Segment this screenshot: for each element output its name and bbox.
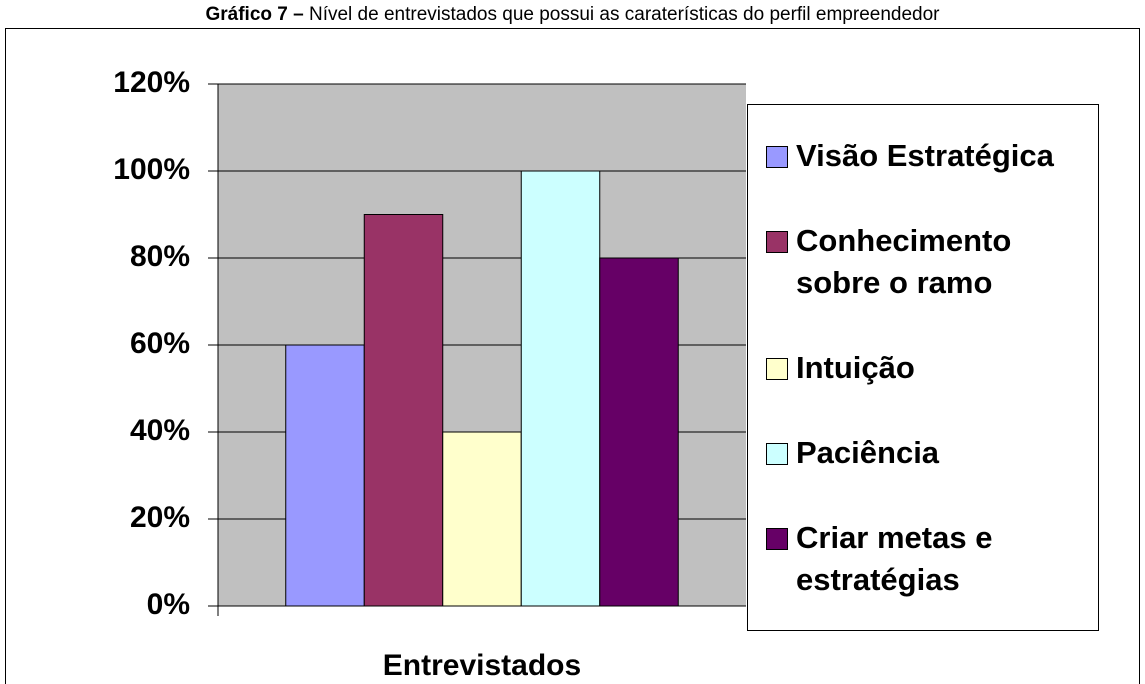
bar xyxy=(520,170,601,607)
y-tick-label: 120% xyxy=(113,66,190,99)
y-tick-label: 20% xyxy=(130,501,190,534)
legend-swatch xyxy=(766,442,788,465)
legend: Visão Estratégica Conhecimento sobre o ra… xyxy=(747,104,1099,631)
legend-swatch xyxy=(766,357,788,380)
y-tick-label: 40% xyxy=(130,414,190,447)
legend-label: Conhecimento sobre o ramo xyxy=(796,222,1012,300)
y-tick-label: 100% xyxy=(113,153,190,186)
legend-label: Paciência xyxy=(796,434,940,470)
legend-swatch xyxy=(766,145,788,168)
bar xyxy=(599,257,679,607)
figure-label: Gráfico 7 – xyxy=(205,4,304,25)
legend-item: Paciência xyxy=(766,432,1088,474)
legend-item: Criar metas e estratégias xyxy=(766,517,1088,601)
y-tick-label: 80% xyxy=(130,240,190,273)
legend-label: Intuição xyxy=(796,349,915,385)
bar xyxy=(442,431,522,607)
legend-label: Criar metas e estratégias xyxy=(796,519,993,597)
bar xyxy=(285,344,365,607)
y-tick-label: 0% xyxy=(147,588,190,621)
legend-swatch xyxy=(766,527,788,550)
y-tick-label: 60% xyxy=(130,327,190,360)
legend-item: Visão Estratégica xyxy=(766,135,1088,177)
chart-title: Gráfico 7 – Nível de entrevistados que p… xyxy=(0,4,1145,26)
legend-item: Conhecimento sobre o ramo xyxy=(766,220,1088,304)
legend-item: Intuição xyxy=(766,347,1088,389)
x-axis-label: Entrevistados xyxy=(383,649,581,682)
legend-label: Visão Estratégica xyxy=(796,137,1054,173)
title-text: Nível de entrevistados que possui as car… xyxy=(308,4,940,25)
legend-swatch xyxy=(766,230,788,253)
chart-frame xyxy=(5,28,1140,684)
bar xyxy=(363,214,444,607)
